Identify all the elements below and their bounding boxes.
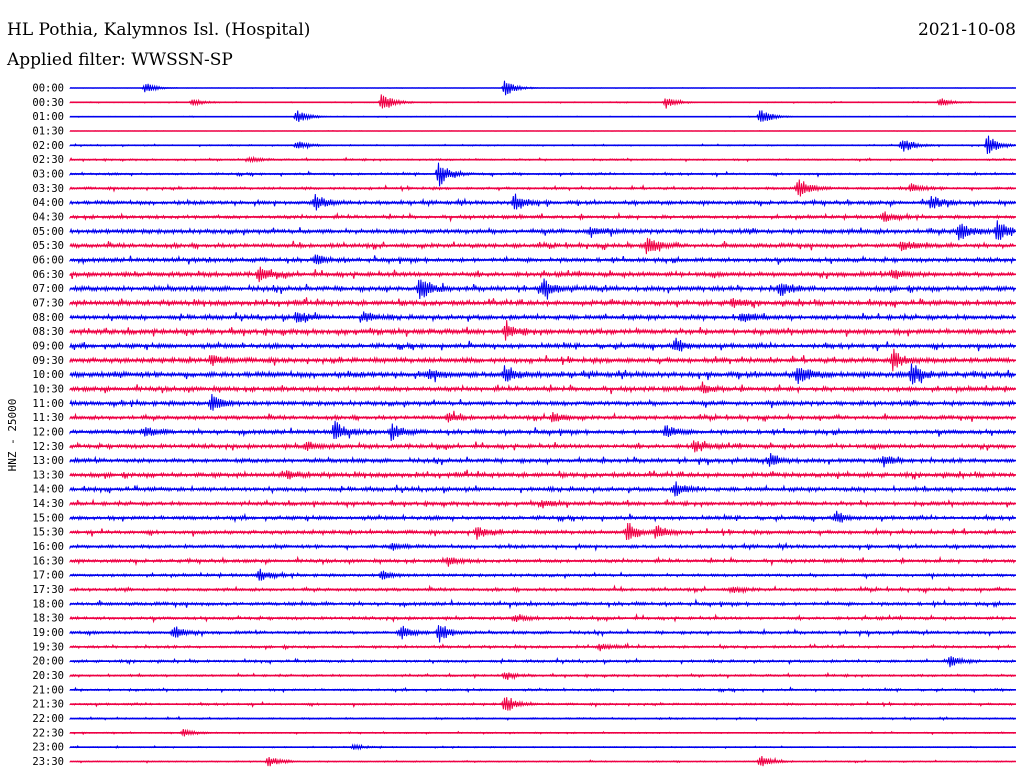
trace-line: [69, 381, 1016, 395]
trace-line: [69, 410, 1016, 423]
row-time-label: 19:00: [32, 627, 64, 639]
row-time-label: 22:30: [32, 727, 64, 739]
applied-filter-label: Applied filter: WWSSN-SP: [7, 50, 233, 70]
row-time-label: 04:30: [32, 211, 64, 223]
row-time-label: 23:00: [32, 742, 64, 754]
row-time-label: 18:00: [32, 598, 64, 610]
row-time-label: 08:30: [32, 326, 64, 338]
record-date: 2021-10-08: [917, 20, 1016, 40]
row-time-label: 16:30: [32, 555, 64, 567]
trace-line: [69, 320, 1016, 341]
trace-line: [69, 94, 1016, 109]
row-time-label: 13:00: [32, 455, 64, 467]
row-time-label: 06:00: [32, 254, 64, 266]
row-time-label: 06:30: [32, 269, 64, 281]
trace-line: [69, 394, 1016, 411]
row-time-label: 04:00: [32, 197, 64, 209]
row-time-label: 15:30: [32, 527, 64, 539]
trace-line: [69, 555, 1016, 567]
row-time-label: 05:00: [32, 226, 64, 238]
row-time-label: 11:00: [32, 398, 64, 410]
trace-line: [69, 220, 1016, 241]
row-time-label: 17:30: [32, 584, 64, 596]
row-time-label: 12:00: [32, 426, 64, 438]
row-time-label: 22:00: [32, 713, 64, 725]
row-time-label: 14:00: [32, 484, 64, 496]
trace-line: [69, 420, 1016, 441]
row-time-label: 02:30: [32, 154, 64, 166]
row-time-label: 03:00: [32, 168, 64, 180]
row-time-label: 17:00: [32, 570, 64, 582]
row-time-label: 10:30: [32, 383, 64, 395]
trace-line: [69, 510, 1016, 524]
row-time-label: 20:00: [32, 656, 64, 668]
row-time-label: 01:00: [32, 111, 64, 123]
row-time-label: 02:00: [32, 140, 64, 152]
row-time-label: 00:00: [32, 83, 64, 95]
row-time-label: 07:30: [32, 297, 64, 309]
row-time-label: 13:30: [32, 469, 64, 481]
trace-line: [69, 625, 1016, 643]
row-time-label: 07:00: [32, 283, 64, 295]
row-time-label: 10:00: [32, 369, 64, 381]
row-time-label: 12:30: [32, 441, 64, 453]
row-time-label: 01:30: [32, 125, 64, 137]
row-time-label: 15:00: [32, 512, 64, 524]
row-time-label: 20:30: [32, 670, 64, 682]
row-time-label: 23:30: [32, 756, 64, 768]
row-time-label: 21:00: [32, 684, 64, 696]
row-time-label: 14:30: [32, 498, 64, 510]
row-time-label: 18:30: [32, 613, 64, 625]
row-time-label: 09:00: [32, 340, 64, 352]
row-time-label: 11:30: [32, 412, 64, 424]
row-time-label: 09:30: [32, 355, 64, 367]
row-time-label: 19:30: [32, 641, 64, 653]
trace-line: [69, 337, 1016, 352]
row-time-label: 21:30: [32, 699, 64, 711]
row-time-label: 05:30: [32, 240, 64, 252]
row-time-label: 00:30: [32, 97, 64, 109]
station-title: HL Pothia, Kalymnos Isl. (Hospital): [7, 20, 311, 40]
row-time-label: 08:00: [32, 312, 64, 324]
row-time-label: 16:00: [32, 541, 64, 553]
row-time-label: 03:30: [32, 183, 64, 195]
